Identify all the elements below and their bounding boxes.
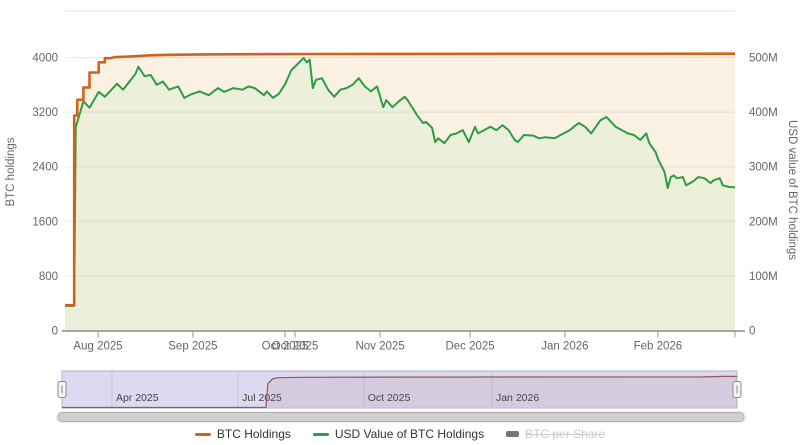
navigator-axis-label: Apr 2025 [116,392,159,404]
y-axis-left-label: 0 [52,326,58,338]
chart-legend: BTC Holdings USD Value of BTC Holdings BTC… [0,427,800,441]
y-axis-left-title: BTC holdings [5,137,17,206]
navigator-axis-label: Jul 2025 [242,392,282,404]
y-axis-right-label: 300M [749,162,778,174]
x-axis-label: Sep 2025 [168,341,217,353]
legend-marker-icon [312,432,329,436]
legend-label: BTC Holdings [216,427,291,441]
legend-item-btc-holdings[interactable]: BTC Holdings [194,427,291,441]
navigator-axis-label: Jan 2026 [496,392,539,404]
navigator-series-area [62,376,737,408]
legend-label: USD Value of BTC Holdings [334,427,485,441]
y-axis-right-label: 100M [749,271,778,283]
x-axis-label: Dec 2025 [445,341,494,353]
navigator-axis-label: Oct 2025 [368,392,411,404]
navigator[interactable]: Apr 2025 Jul 2025 Oct 2025 Jan 2026 [0,362,800,426]
x-axis-label: Jan 2026 [541,341,588,353]
y-axis-right-label: 200M [749,216,778,228]
x-axis-label: Oct 2025 [272,341,319,353]
legend-item-btc-per-share[interactable]: BTC per Share [506,427,605,441]
legend-item-usd-value-of-btc-holdings[interactable]: USD Value of BTC Holdings [312,427,485,441]
x-axis-label: Aug 2025 [73,341,122,353]
x-axis-label: Oct 2025 [262,341,309,353]
usd-value-line[interactable] [65,57,736,307]
y-axis-left-label: 800 [39,271,58,283]
legend-label: BTC per Share [525,427,606,441]
y-axis-right-label: 400M [749,107,778,119]
navigator-series-line [62,375,737,409]
y-axis-right-label: 500M [749,53,778,65]
y-axis-right-label: 0 [749,326,755,338]
usd-value-area [65,58,735,331]
scrollbar-thumb[interactable] [57,412,745,422]
y-axis-right-title: USD value of BTC holdings [786,120,798,260]
legend-marker-icon [506,431,520,437]
legend-marker-icon [194,432,211,436]
y-axis-left-label: 3200 [32,107,58,119]
btc-holdings-line[interactable] [65,52,736,307]
x-axis-label: Nov 2025 [355,341,404,353]
y-axis-left-label: 2400 [32,162,58,174]
y-axis-left-label: 4000 [32,53,58,65]
x-axis-label: Feb 2026 [634,341,683,353]
y-axis-left-label: 1600 [32,216,58,228]
